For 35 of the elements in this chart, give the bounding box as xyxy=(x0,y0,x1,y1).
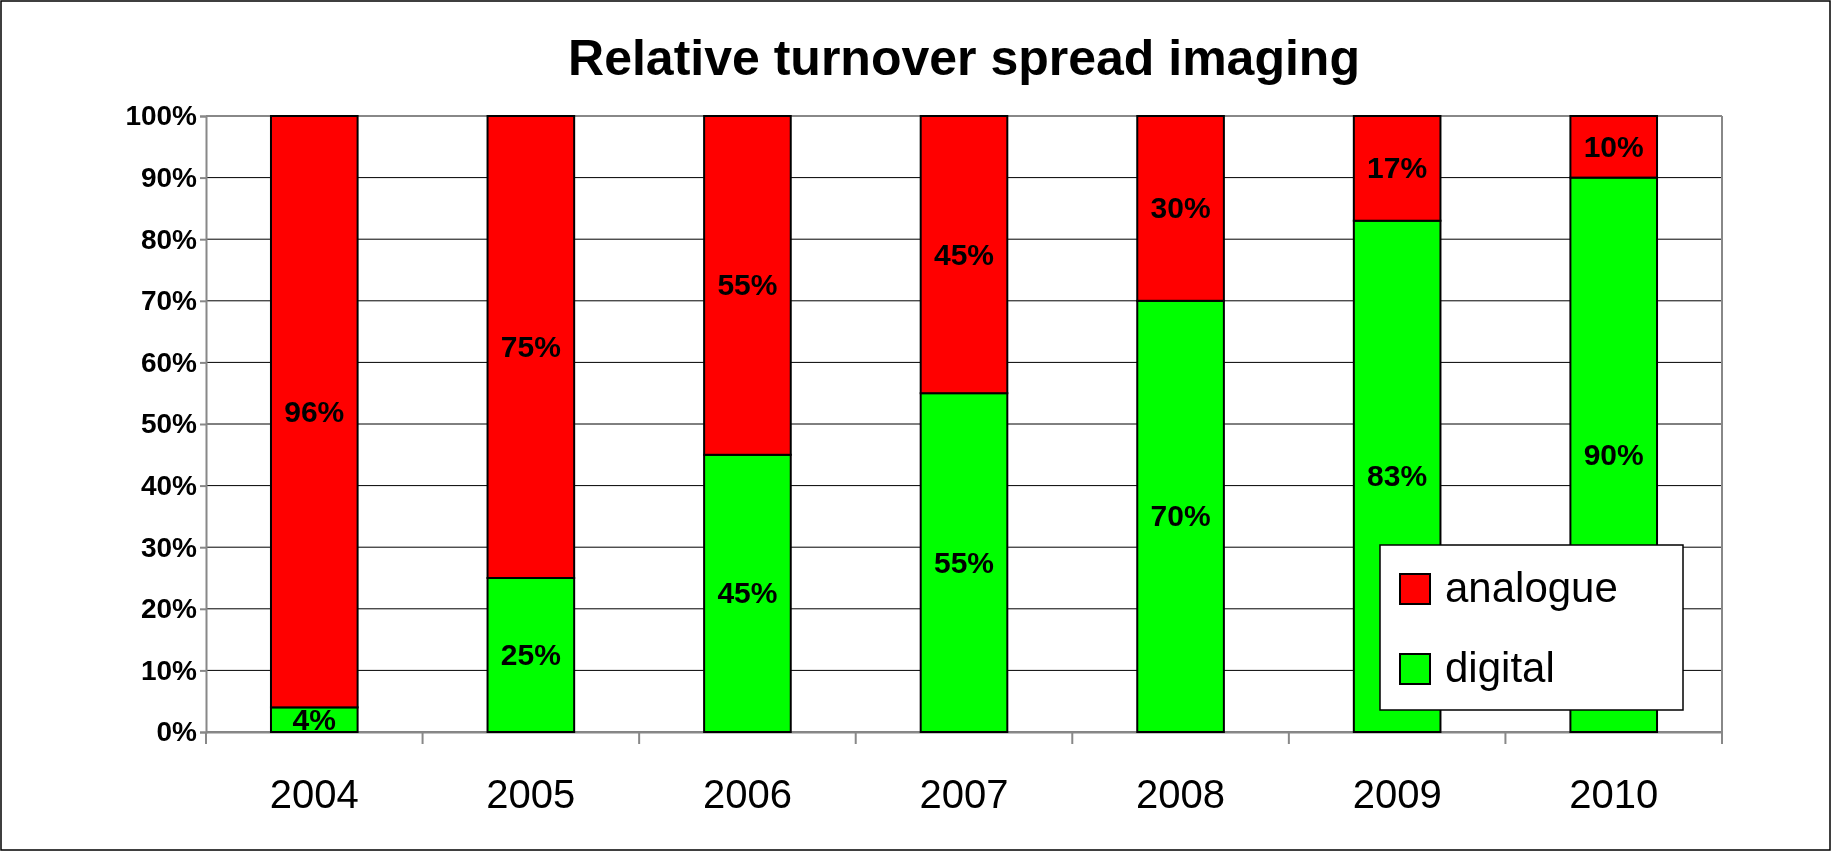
data-label: 55% xyxy=(717,268,778,302)
chart-title: Relative turnover spread imaging xyxy=(568,30,1360,86)
data-label: 75% xyxy=(500,330,561,363)
data-label: 30% xyxy=(1150,191,1211,225)
data-label: 17% xyxy=(1367,151,1428,185)
data-label: 90% xyxy=(1583,437,1644,471)
y-tick-label: 50% xyxy=(140,408,198,440)
x-tick-label: 2006 xyxy=(702,772,792,817)
data-label: 25% xyxy=(500,638,561,671)
x-tick-label: 2008 xyxy=(1136,772,1226,817)
data-label: 96% xyxy=(284,394,345,428)
x-tick-label: 2007 xyxy=(919,772,1009,817)
y-tick-label: 100% xyxy=(125,100,198,132)
y-tick-label: 10% xyxy=(140,654,198,686)
data-label: 70% xyxy=(1150,499,1211,533)
data-label: 10% xyxy=(1583,129,1644,163)
x-tick-label: 2005 xyxy=(486,772,576,817)
data-label: 45% xyxy=(717,576,778,610)
data-label: 4% xyxy=(292,702,336,736)
legend-label: digital xyxy=(1445,644,1555,691)
y-tick-label: 40% xyxy=(140,470,198,502)
y-tick-label: 60% xyxy=(140,346,198,378)
y-tick-label: 0% xyxy=(156,716,198,748)
y-tick-label: 20% xyxy=(140,593,198,625)
data-label: 45% xyxy=(933,237,995,271)
x-tick-label: 2010 xyxy=(1569,772,1659,817)
legend-label: analogue xyxy=(1445,564,1618,611)
data-label: 55% xyxy=(933,545,995,579)
y-tick-label: 30% xyxy=(140,531,198,563)
y-tick-label: 90% xyxy=(140,162,198,194)
x-tick-label: 2009 xyxy=(1352,772,1442,817)
y-tick-label: 80% xyxy=(140,223,198,255)
y-tick-label: 70% xyxy=(140,285,198,317)
x-tick-label: 2004 xyxy=(269,772,359,817)
data-label: 83% xyxy=(1367,459,1428,493)
